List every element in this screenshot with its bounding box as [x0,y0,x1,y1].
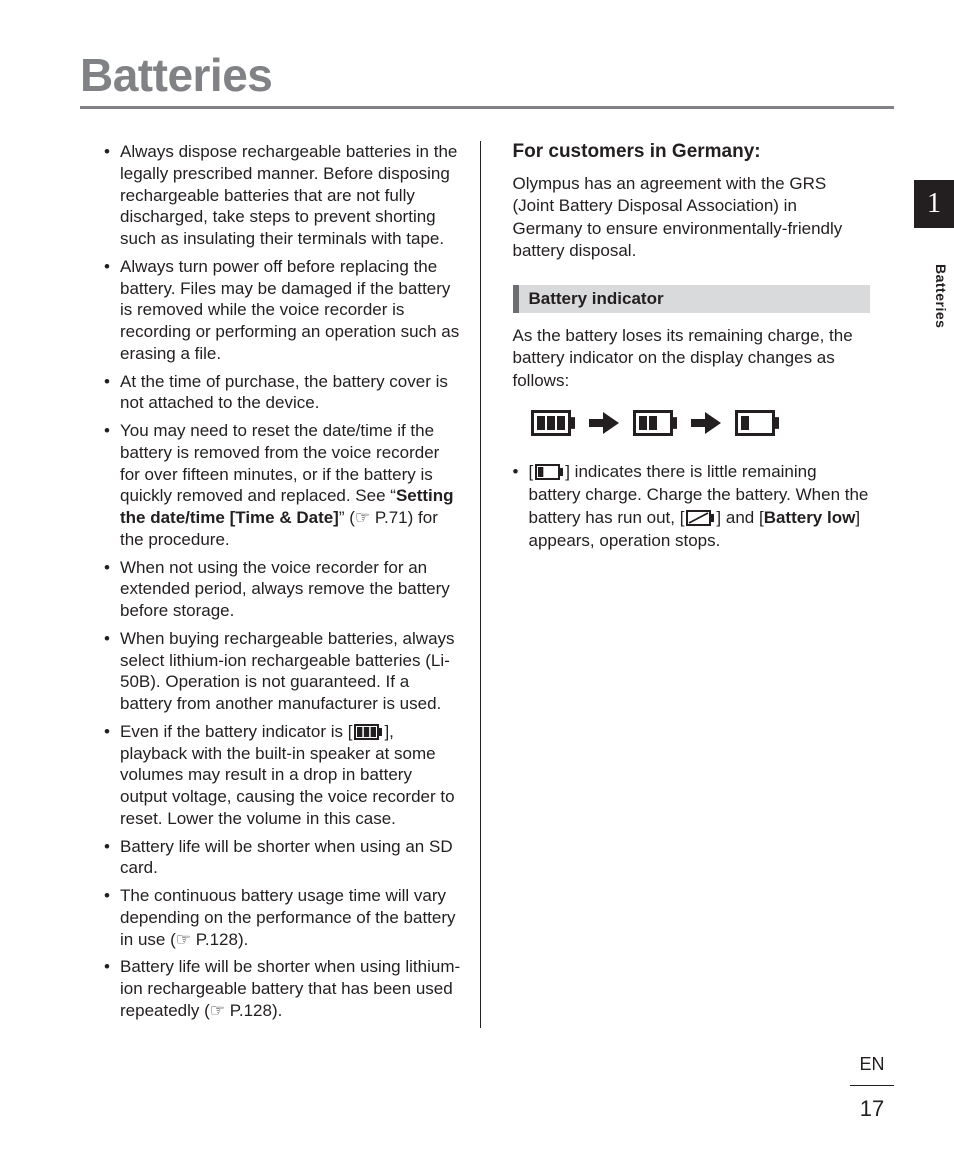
right-column: For customers in Germany: Olympus has an… [509,141,895,1028]
arrow-icon [589,410,619,441]
page-number: 17 [850,1096,894,1122]
page-footer: EN 17 [850,1054,894,1122]
precaution-list: Always dispose rechargeable batteries in… [104,141,462,1022]
list-item: Battery life will be shorter when using … [104,956,462,1021]
title-rule [80,106,894,109]
battery-one-third-icon [735,410,779,441]
list-item: Always turn power off before replacing t… [104,256,462,365]
indicator-note-item: [ ] indicates there is little remaining … [513,461,871,553]
battery-two-thirds-icon [633,410,677,441]
list-item: At the time of purchase, the battery cov… [104,371,462,415]
chapter-title: Batteries [80,48,894,102]
germany-heading: For customers in Germany: [513,141,871,163]
arrow-icon [691,410,721,441]
list-item: Even if the battery indicator is [ ], pl… [104,721,462,830]
list-item: Always dispose rechargeable batteries in… [104,141,462,250]
germany-body: Olympus has an agreement with the GRS (J… [513,173,871,263]
battery-indicator-sequence [531,410,871,441]
indicator-note-list: [ ] indicates there is little remaining … [513,461,871,553]
battery-indicator-heading: Battery indicator [513,285,871,313]
list-item: The continuous battery usage time will v… [104,885,462,950]
chapter-side-label: Batteries [933,264,949,328]
left-column: Always dispose rechargeable batteries in… [80,141,481,1028]
language-code: EN [850,1054,894,1075]
list-item: When buying rechargeable batteries, alwa… [104,628,462,715]
list-item: You may need to reset the date/time if t… [104,420,462,551]
battery-indicator-body: As the battery loses its remaining charg… [513,325,871,392]
list-item: When not using the voice recorder for an… [104,557,462,622]
footer-rule [850,1085,894,1086]
content-columns: Always dispose rechargeable batteries in… [80,141,894,1028]
list-item: Battery life will be shorter when using … [104,836,462,880]
battery-full-icon [531,410,575,441]
chapter-tab: 1 [914,180,954,228]
